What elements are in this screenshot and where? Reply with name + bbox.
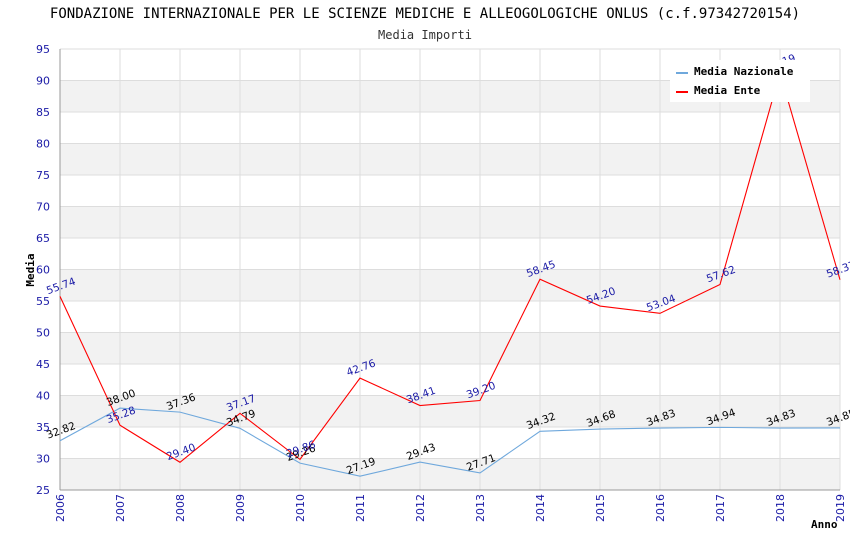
y-tick-label: 50 <box>36 327 50 340</box>
x-tick-label: 2017 <box>714 494 727 522</box>
grid-band <box>60 364 840 396</box>
y-axis-ticks: 25 30 35 40 45 50 55 60 65 70 75 80 85 90 95 <box>36 43 50 497</box>
y-tick-label: 25 <box>36 484 50 497</box>
y-tick-label: 45 <box>36 358 50 371</box>
chart-title: FONDAZIONE INTERNAZIONALE PER LE SCIENZE… <box>50 6 800 22</box>
y-tick-label: 75 <box>36 169 50 182</box>
grid-band <box>60 301 840 333</box>
grid-band <box>60 143 840 175</box>
grid-band <box>60 395 840 427</box>
x-tick-label: 2007 <box>114 494 127 522</box>
y-tick-label: 60 <box>36 264 50 277</box>
x-tick-label: 2012 <box>414 494 427 522</box>
legend-label-media-nazionale: Media Nazionale <box>694 65 794 78</box>
y-tick-label: 35 <box>36 421 50 434</box>
series-line-media-ente <box>59 71 841 463</box>
x-tick-label: 2016 <box>654 494 667 522</box>
grid-band <box>60 458 840 490</box>
grid-band <box>60 238 840 270</box>
grid-band <box>60 112 840 144</box>
legend-box <box>670 60 810 102</box>
plot-background <box>60 49 840 490</box>
y-tick-label: 85 <box>36 106 50 119</box>
grid-band <box>60 175 840 207</box>
legend: Media Nazionale Media Ente <box>670 60 810 102</box>
y-tick-label: 90 <box>36 75 50 88</box>
x-tick-label: 2008 <box>174 494 187 522</box>
grid-band <box>60 332 840 364</box>
x-tick-label: 2010 <box>294 494 307 522</box>
legend-label-media-ente: Media Ente <box>694 84 761 97</box>
x-axis-ticks: 2006 2007 2008 2009 2010 2011 2012 2013 2014 2015… <box>54 494 847 522</box>
y-tick-label: 55 <box>36 295 50 308</box>
y-tick-label: 30 <box>36 453 50 466</box>
y-tick-label: 80 <box>36 138 50 151</box>
y-tick-label: 40 <box>36 390 50 403</box>
y-tick-label: 70 <box>36 201 50 214</box>
grid-band <box>60 206 840 238</box>
x-tick-label: 2009 <box>234 494 247 522</box>
series-lines <box>59 71 841 477</box>
x-tick-label: 2019 <box>834 494 847 522</box>
y-tick-label: 65 <box>36 232 50 245</box>
x-tick-label: 2014 <box>534 494 547 522</box>
x-tick-label: 2018 <box>774 494 787 522</box>
series-line-media-nazionale <box>59 407 841 477</box>
x-tick-label: 2011 <box>354 494 367 522</box>
y-axis-label: Media <box>24 253 37 286</box>
x-tick-label: 2015 <box>594 494 607 522</box>
x-tick-label: 2013 <box>474 494 487 522</box>
x-axis-label: Anno <box>811 518 838 531</box>
x-tick-label: 2006 <box>54 494 67 522</box>
grid-band <box>60 427 840 459</box>
chart-subtitle: Media Importi <box>378 28 472 42</box>
grid-band <box>60 269 840 301</box>
y-tick-label: 95 <box>36 43 50 56</box>
